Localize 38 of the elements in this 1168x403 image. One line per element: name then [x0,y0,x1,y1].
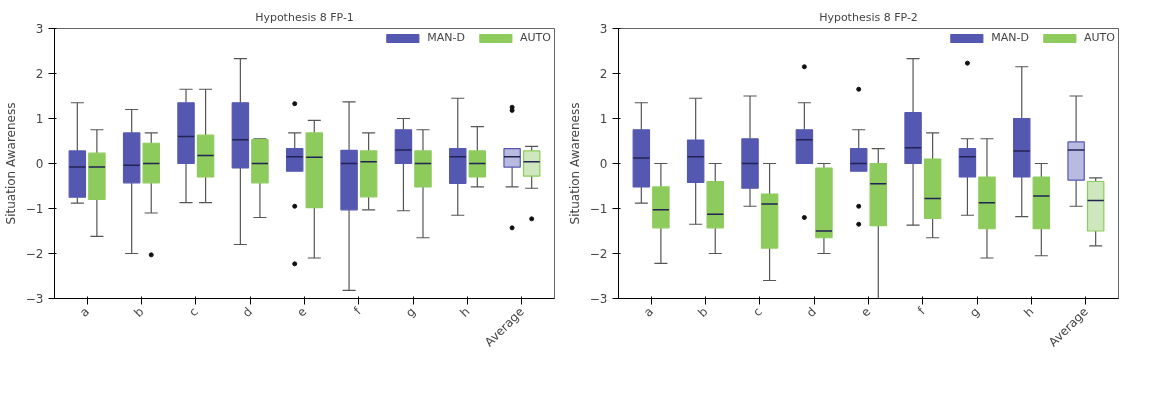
x-tick-label: e [294,304,310,320]
x-tick-label: b [695,304,711,320]
y-tick-label: −1 [25,202,44,216]
y-tick-label: 3 [35,22,44,36]
x-tick-label: e [858,304,874,320]
y-axis-title: Situation Awareness [3,102,18,225]
legend-label: AUTO [1084,31,1115,44]
y-tick-label: −2 [589,247,608,261]
x-tick-label: g [402,304,419,320]
x-tick-label: f [914,304,929,318]
x-tick-label: a [76,304,93,320]
legend-label: MAN-D [427,31,466,44]
y-tick-label: 1 [599,112,608,126]
y-tick-label: −3 [589,292,608,306]
x-tick-label: c [186,304,201,320]
legend-label: MAN-D [991,31,1030,44]
y-tick-label: 2 [599,67,608,81]
x-tick-label: f [350,304,365,318]
y-tick-label: 2 [35,67,44,81]
x-tick-label: d [239,304,256,320]
y-tick-label: −1 [589,202,608,216]
y-tick-label: −2 [25,247,44,261]
y-tick-label: 0 [599,157,608,171]
x-tick-label: b [131,304,147,320]
x-tick-label: h [1021,304,1037,320]
y-tick-label: 0 [35,157,44,171]
chart-title: Hypothesis 8 FP-2 [819,10,918,24]
y-axis-title: Situation Awareness [567,102,582,225]
y-tick-label: −3 [25,292,44,306]
x-tick-label: c [750,304,765,320]
legend-label: AUTO [520,31,551,44]
x-tick-label: a [640,304,657,320]
x-tick-label: h [457,304,473,320]
chart-title: Hypothesis 8 FP-1 [255,10,354,24]
x-tick-label: g [966,304,983,320]
y-tick-label: 3 [599,22,608,36]
x-tick-label: d [803,304,820,320]
y-tick-label: 1 [35,112,44,126]
